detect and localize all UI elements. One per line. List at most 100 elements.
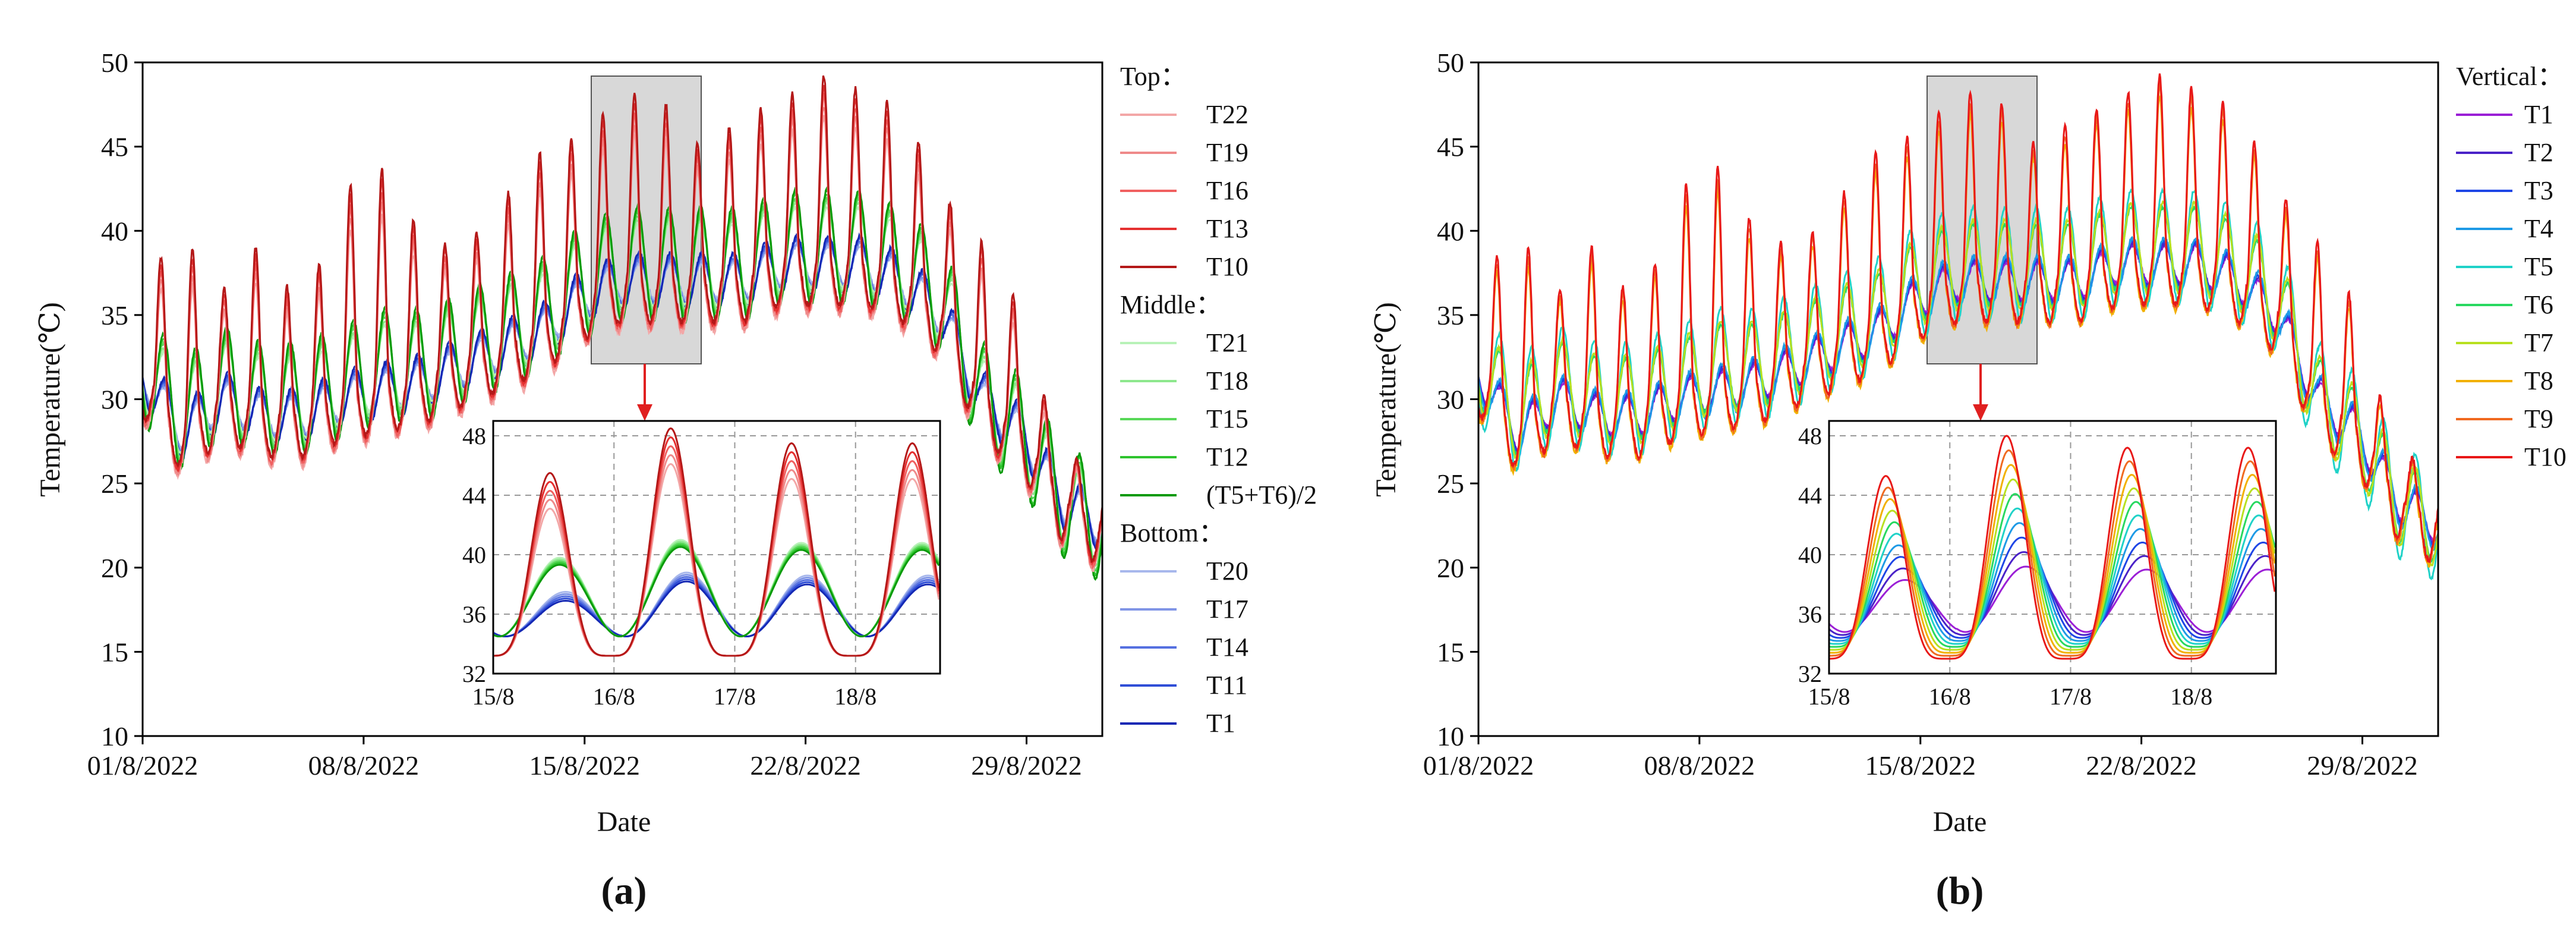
y-tick-label: 20 [1437, 553, 1464, 583]
x-tick-label: 15/8/2022 [529, 750, 640, 781]
legend-group-title: Bottom： [1120, 518, 1225, 548]
inset-x-tick-label: 16/8 [593, 683, 635, 710]
legend-entry: T12 [1206, 442, 1248, 471]
panel-a: 10 15 20 25 30 35 40 45 50 01/8/2022 08/8/2022 15/… [34, 48, 1317, 913]
panel-b-inset-y-ticks: 32 36 40 44 48 [1798, 423, 1822, 687]
legend-entry: T15 [1206, 404, 1248, 433]
inset-x-tick-label: 17/8 [2050, 683, 2092, 710]
y-tick-label: 30 [101, 385, 128, 415]
x-tick-label: 22/8/2022 [750, 750, 861, 781]
y-tick-label: 50 [101, 48, 128, 78]
panel-a-inset: 32 36 40 44 48 15/8 16/8 17/8 18/8 [462, 420, 941, 710]
panel-b-inset-series [1829, 435, 2276, 660]
inset-x-tick-label: 17/8 [714, 683, 756, 710]
legend-group-title: Middle： [1120, 290, 1222, 319]
panel-a-inset-series [493, 427, 940, 657]
x-tick-label: 08/8/2022 [1644, 750, 1755, 781]
panel-b-x-axis-title: Date [1933, 806, 1987, 838]
inset-x-tick-label: 15/8 [1808, 683, 1850, 710]
inset-y-tick-label: 40 [462, 542, 486, 568]
y-tick-label: 30 [1437, 385, 1464, 415]
y-tick-label: 15 [1437, 637, 1464, 667]
inset-y-tick-label: 48 [1798, 423, 1822, 449]
legend-entry: T18 [1206, 366, 1248, 395]
panel-b-label: (b) [1936, 869, 1984, 913]
inset-y-tick-label: 32 [1798, 661, 1822, 687]
panel-a-inset-frame [492, 420, 941, 675]
legend-entry: T1 [2524, 100, 2553, 129]
panel-b-legend: Vertical： T1 T2 T3 T4 T5 T6 T7 T8 T9 T10 [2456, 62, 2566, 471]
legend-entry: T11 [1206, 671, 1247, 700]
y-tick-label: 35 [101, 300, 128, 331]
x-tick-label: 08/8/2022 [308, 750, 420, 781]
panel-b-x-ticks: 01/8/2022 08/8/2022 15/8/2022 22/8/2022 29/8… [1423, 736, 2418, 781]
inset-x-tick-label: 18/8 [2170, 683, 2212, 710]
legend-entry: T10 [2524, 442, 2566, 471]
y-tick-label: 40 [1437, 216, 1464, 246]
inset-line-vertical [1829, 551, 2276, 636]
inset-y-tick-label: 44 [1798, 482, 1822, 509]
x-tick-label: 22/8/2022 [2086, 750, 2197, 781]
panel-b-inset-frame [1828, 420, 2277, 675]
inset-y-tick-label: 48 [462, 423, 486, 449]
legend-entry: T5 [2524, 252, 2553, 281]
y-tick-label: 40 [101, 216, 128, 246]
legend-entry: T8 [2524, 366, 2553, 395]
y-tick-label: 45 [1437, 132, 1464, 162]
legend-entry: T20 [1206, 556, 1248, 586]
inset-line-vertical [1829, 435, 2276, 660]
x-tick-label: 15/8/2022 [1865, 750, 1976, 781]
panel-a-y-axis-title: Temperature(℃) [34, 302, 66, 497]
inset-line-vertical [1829, 449, 2276, 657]
panel-a-inset-x-ticks: 15/8 16/8 17/8 18/8 [472, 683, 876, 710]
legend-entry: T1 [1206, 709, 1235, 738]
panel-a-label: (a) [601, 869, 647, 913]
y-tick-label: 10 [101, 721, 128, 751]
inset-x-tick-label: 15/8 [472, 683, 514, 710]
legend-entry: T7 [2524, 328, 2553, 357]
inset-x-tick-label: 16/8 [1929, 683, 1971, 710]
panel-b-y-ticks: 10 15 20 25 30 35 40 45 50 [1437, 48, 1478, 751]
legend-entry: T17 [1206, 595, 1248, 624]
y-tick-label: 25 [1437, 468, 1464, 499]
legend-entry: (T5+T6)/2 [1206, 480, 1317, 510]
legend-entry: T4 [2524, 214, 2553, 243]
panel-a-series-group [143, 75, 1102, 581]
legend-entry: T9 [2524, 404, 2553, 433]
y-tick-label: 25 [101, 468, 128, 499]
series-line-middle-4 [1478, 187, 2438, 581]
panel-b-y-axis-title: Temperature(℃) [1370, 302, 1402, 497]
y-tick-label: 10 [1437, 721, 1464, 751]
legend-entry: T13 [1206, 214, 1248, 243]
legend-entry: T6 [2524, 290, 2553, 319]
y-tick-label: 15 [101, 637, 128, 667]
panel-a-x-ticks: 01/8/2022 08/8/2022 15/8/2022 22/8/2022 29/8… [87, 736, 1082, 781]
panel-a-y-ticks: 10 15 20 25 30 35 40 45 50 [101, 48, 143, 751]
legend-entry: T2 [2524, 138, 2553, 167]
panel-b: 10 15 20 25 30 35 40 45 50 01/8/2022 08/8/2022 15/… [1370, 48, 2566, 913]
inset-line-vertical [1829, 536, 2276, 639]
y-tick-label: 20 [101, 553, 128, 583]
y-tick-label: 50 [1437, 48, 1464, 78]
legend-entry: T16 [1206, 176, 1248, 205]
legend-entry: T3 [2524, 176, 2553, 205]
legend-entry: T22 [1206, 100, 1248, 129]
legend-group-title: Vertical： [2456, 62, 2564, 91]
panel-b-inset: 32 36 40 44 48 15/8 16/8 17/8 18/8 [1798, 420, 2277, 710]
legend-entry: T21 [1206, 328, 1248, 357]
legend-entry: T19 [1206, 138, 1248, 167]
panel-b-series-group [1478, 73, 2438, 581]
panel-a-inset-y-ticks: 32 36 40 44 48 [462, 423, 486, 687]
legend-group-title: Top： [1120, 62, 1187, 91]
x-tick-label: 29/8/2022 [2307, 750, 2418, 781]
x-tick-label: 01/8/2022 [87, 750, 198, 781]
legend-entry: T14 [1206, 633, 1248, 662]
series-line-top-4 [1478, 73, 2438, 563]
inset-y-tick-label: 40 [1798, 542, 1822, 568]
panel-b-inset-x-ticks: 15/8 16/8 17/8 18/8 [1808, 683, 2212, 710]
inset-x-tick-label: 18/8 [834, 683, 876, 710]
x-tick-label: 29/8/2022 [971, 750, 1082, 781]
panel-a-x-axis-title: Date [597, 806, 651, 838]
inset-y-tick-label: 32 [462, 661, 486, 687]
